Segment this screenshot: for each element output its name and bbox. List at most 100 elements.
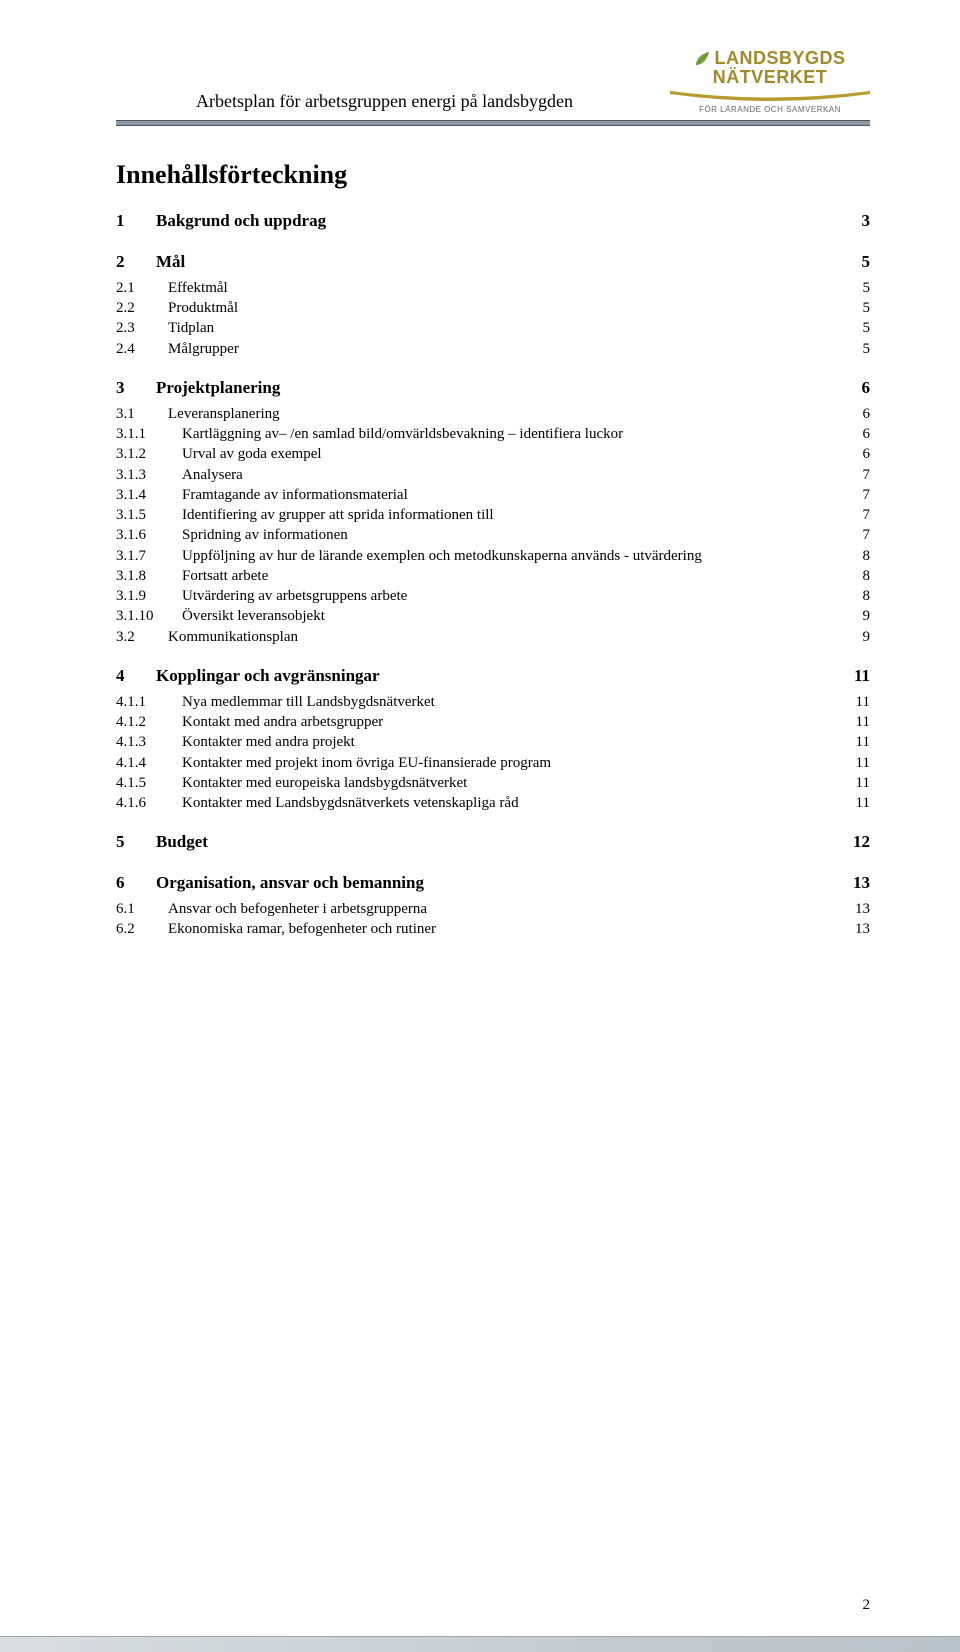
toc-entry-label: Nya medlemmar till Landsbygdsnätverket	[182, 692, 435, 712]
toc-entry[interactable]: 3.1Leveransplanering6	[116, 404, 870, 424]
toc-entry-page: 11	[852, 692, 870, 712]
toc-entry[interactable]: 3.1.5Identifiering av grupper att sprida…	[116, 505, 870, 525]
toc-entry-page: 11	[852, 773, 870, 793]
toc-entry-number: 2.4	[116, 339, 168, 359]
toc-entry-number: 2.3	[116, 318, 168, 338]
toc-entry-page: 11	[852, 753, 870, 773]
toc-entry[interactable]: 3.1.8Fortsatt arbete8	[116, 566, 870, 586]
toc-entry[interactable]: 1Bakgrund och uppdrag3	[116, 210, 870, 233]
toc-section: 4Kopplingar och avgränsningar11 4.1.1Nya …	[116, 665, 870, 813]
toc-entry-number: 2.1	[116, 278, 168, 298]
toc-entry-page: 6	[859, 424, 871, 444]
toc-entry[interactable]: 3.1.4Framtagande av informationsmaterial…	[116, 485, 870, 505]
toc-entry-page: 11	[852, 732, 870, 752]
toc-entry-number: 3.2	[116, 627, 168, 647]
leaf-icon	[694, 51, 710, 67]
logo-word-2: NÄTVERKET	[670, 67, 870, 88]
toc-entry-page: 5	[859, 339, 871, 359]
toc-entry-label: Tidplan	[168, 318, 214, 338]
toc-entry-label: Urval av goda exempel	[182, 444, 322, 464]
toc-entry[interactable]: 2.4Målgrupper 5	[116, 339, 870, 359]
toc-entry[interactable]: 3.1.2Urval av goda exempel6	[116, 444, 870, 464]
logo-tagline: FÖR LÄRANDE OCH SAMVERKAN	[670, 105, 870, 114]
toc-entry-number: 4.1.6	[116, 793, 182, 813]
toc-entry[interactable]: 3.1.10Översikt leveransobjekt9	[116, 606, 870, 626]
toc-entry[interactable]: 3.1.1Kartläggning av– /en samlad bild/om…	[116, 424, 870, 444]
table-of-contents: 1Bakgrund och uppdrag32Mål52.1Effektmål5…	[116, 210, 870, 940]
toc-entry-page: 7	[859, 525, 871, 545]
toc-entry-number: 1	[116, 210, 156, 233]
toc-entry-page: 12	[849, 831, 870, 854]
toc-entry[interactable]: 6.2Ekonomiska ramar, befogenheter och ru…	[116, 919, 870, 939]
toc-entry-label: Översikt leveransobjekt	[182, 606, 325, 626]
toc-entry-label: Kontakter med europeiska landsbygdsnätve…	[182, 773, 467, 793]
toc-entry[interactable]: 3.1.9Utvärdering av arbetsgruppens arbet…	[116, 586, 870, 606]
toc-entry-number: 5	[116, 831, 156, 854]
toc-entry[interactable]: 4.1.3Kontakter med andra projekt11	[116, 732, 870, 752]
toc-entry-page: 7	[859, 465, 871, 485]
toc-entry[interactable]: 6Organisation, ansvar och bemanning13	[116, 872, 870, 895]
toc-entry[interactable]: 2.3Tidplan 5	[116, 318, 870, 338]
toc-entry-number: 6	[116, 872, 156, 895]
toc-entry[interactable]: 4.1.4Kontakter med projekt inom övriga E…	[116, 753, 870, 773]
toc-section: 2Mål52.1Effektmål52.2Produktmål52.3Tidpl…	[116, 251, 870, 359]
toc-entry-page: 6	[859, 444, 871, 464]
toc-entry-page: 11	[850, 665, 870, 688]
toc-entry[interactable]: 3.1.6Spridning av informationen 7	[116, 525, 870, 545]
swoosh-icon	[670, 88, 870, 102]
toc-entry[interactable]: 3Projektplanering6	[116, 377, 870, 400]
toc-entry-number: 3.1.10	[116, 606, 182, 626]
toc-entry[interactable]: 2.1Effektmål 5	[116, 278, 870, 298]
toc-entry-label: Kontakter med andra projekt	[182, 732, 355, 752]
toc-entry-label: Bakgrund och uppdrag	[156, 210, 326, 233]
toc-entry[interactable]: 2Mål5	[116, 251, 870, 274]
toc-section: 1Bakgrund och uppdrag3	[116, 210, 870, 233]
toc-entry-page: 5	[859, 318, 871, 338]
toc-entry[interactable]: 5Budget 12	[116, 831, 870, 854]
toc-entry-page: 5	[859, 278, 871, 298]
toc-entry-number: 3.1.8	[116, 566, 182, 586]
toc-entry-page: 8	[859, 566, 871, 586]
toc-entry[interactable]: 3.1.7Uppföljning av hur de lärande exemp…	[116, 546, 870, 566]
footer-bar	[0, 1636, 960, 1652]
header-divider	[116, 120, 870, 126]
toc-entry-number: 3.1	[116, 404, 168, 424]
toc-entry-label: Målgrupper	[168, 339, 239, 359]
toc-entry-label: Budget	[156, 831, 208, 854]
toc-entry-number: 3.1.6	[116, 525, 182, 545]
toc-entry[interactable]: 4.1.6Kontakter med Landsbygdsnätverkets …	[116, 793, 870, 813]
toc-entry-number: 6.2	[116, 919, 168, 939]
toc-entry-label: Spridning av informationen	[182, 525, 348, 545]
toc-entry[interactable]: 6.1Ansvar och befogenheter i arbetsgrupp…	[116, 899, 870, 919]
toc-entry[interactable]: 2.2Produktmål5	[116, 298, 870, 318]
toc-entry-label: Uppföljning av hur de lärande exemplen o…	[182, 546, 702, 566]
toc-entry[interactable]: 4.1.1Nya medlemmar till Landsbygdsnätver…	[116, 692, 870, 712]
toc-entry-page: 6	[859, 404, 871, 424]
toc-entry-number: 4.1.1	[116, 692, 182, 712]
toc-entry-label: Analysera	[182, 465, 243, 485]
toc-entry[interactable]: 4.1.2Kontakt med andra arbetsgrupper11	[116, 712, 870, 732]
toc-entry-number: 3	[116, 377, 156, 400]
toc-entry-label: Effektmål	[168, 278, 228, 298]
toc-section: 6Organisation, ansvar och bemanning13 6.1…	[116, 872, 870, 939]
header: Arbetsplan för arbetsgruppen energi på l…	[116, 48, 870, 114]
toc-entry-number: 2.2	[116, 298, 168, 318]
toc-entry[interactable]: 4Kopplingar och avgränsningar11	[116, 665, 870, 688]
page: Arbetsplan för arbetsgruppen energi på l…	[0, 0, 960, 1652]
page-number: 2	[863, 1597, 871, 1614]
toc-entry[interactable]: 3.2Kommunikationsplan9	[116, 627, 870, 647]
toc-entry-page: 11	[852, 793, 870, 813]
toc-entry-page: 5	[859, 298, 871, 318]
toc-entry-number: 4.1.4	[116, 753, 182, 773]
toc-entry[interactable]: 4.1.5Kontakter med europeiska landsbygds…	[116, 773, 870, 793]
toc-entry-number: 3.1.5	[116, 505, 182, 525]
toc-heading: Innehållsförteckning	[116, 160, 870, 190]
toc-entry-number: 3.1.9	[116, 586, 182, 606]
toc-entry-label: Utvärdering av arbetsgruppens arbete	[182, 586, 407, 606]
toc-section: 5Budget 12	[116, 831, 870, 854]
toc-entry[interactable]: 3.1.3Analysera7	[116, 465, 870, 485]
toc-entry-page: 9	[859, 627, 871, 647]
toc-entry-label: Kontakter med projekt inom övriga EU-fin…	[182, 753, 551, 773]
toc-entry-number: 3.1.1	[116, 424, 182, 444]
logo: LANDSBYGDS NÄTVERKET FÖR LÄRANDE OCH SAM…	[670, 48, 870, 114]
